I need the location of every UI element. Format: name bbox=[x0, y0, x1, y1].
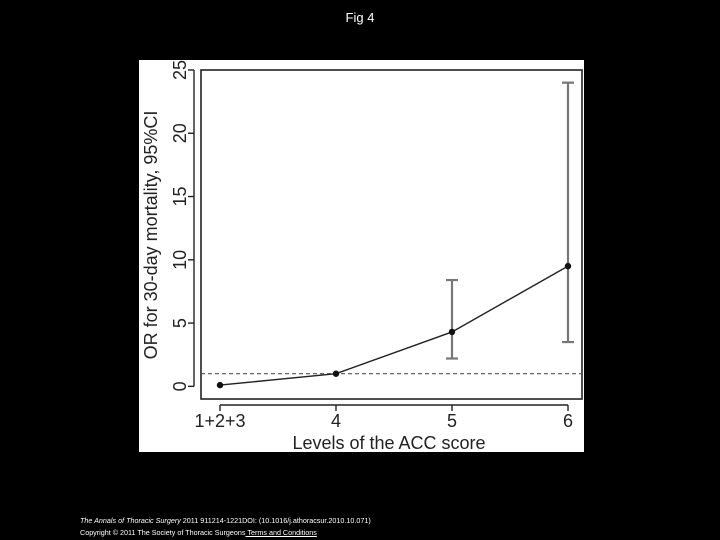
y-tick-label: 5 bbox=[170, 318, 190, 328]
citation-line: The Annals of Thoracic Surgery 2011 9112… bbox=[80, 515, 371, 527]
y-tick-label: 15 bbox=[170, 187, 190, 207]
x-tick-label: 6 bbox=[563, 411, 573, 431]
copyright-line: Copyright © 2011 The Society of Thoracic… bbox=[80, 527, 371, 539]
y-tick-label: 20 bbox=[170, 123, 190, 143]
copyright-text: Copyright © 2011 The Society of Thoracic… bbox=[80, 528, 246, 537]
y-axis-label: OR for 30-day mortality, 95%CI bbox=[141, 111, 161, 360]
y-tick-label: 10 bbox=[170, 250, 190, 270]
y-tick-label: 0 bbox=[170, 381, 190, 391]
x-axis-label: Levels of the ACC score bbox=[292, 433, 485, 452]
y-tick-label: 25 bbox=[170, 60, 190, 80]
plot-frame bbox=[200, 69, 583, 400]
chart-figure: 0 5 10 15 20 25 1+2+3 4 5 6 OR for 30-day mortali… bbox=[139, 60, 584, 452]
or-mortality-chart: 0 5 10 15 20 25 1+2+3 4 5 6 OR for 30-day mortali… bbox=[141, 60, 583, 452]
x-tick-label: 4 bbox=[331, 411, 341, 431]
x-tick-label: 1+2+3 bbox=[194, 411, 245, 431]
data-point bbox=[564, 262, 572, 270]
citation-text: 2011 911214-1221DOI: (10.1016/j.athoracs… bbox=[180, 516, 371, 525]
data-point bbox=[448, 328, 456, 336]
series-line bbox=[219, 265, 569, 386]
figure-caption: The Annals of Thoracic Surgery 2011 9112… bbox=[80, 515, 371, 539]
journal-name: The Annals of Thoracic Surgery bbox=[80, 516, 181, 525]
slide-title: Fig 4 bbox=[345, 10, 375, 25]
terms-link[interactable]: Terms and Conditions bbox=[245, 528, 317, 537]
data-point bbox=[332, 370, 340, 377]
data-point bbox=[216, 381, 224, 389]
x-tick-label: 5 bbox=[447, 411, 457, 431]
